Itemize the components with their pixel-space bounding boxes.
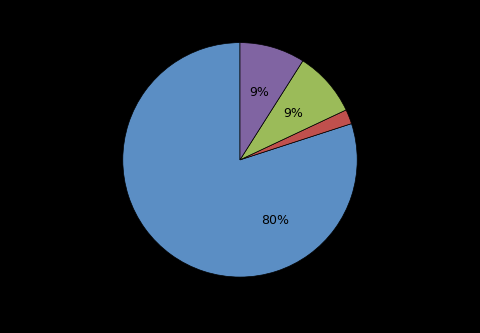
Wedge shape [240,61,346,160]
Wedge shape [240,110,351,160]
Text: 80%: 80% [261,214,289,227]
Text: 9%: 9% [250,86,270,99]
Text: 9%: 9% [283,107,303,120]
Wedge shape [240,43,303,160]
Wedge shape [123,43,357,277]
